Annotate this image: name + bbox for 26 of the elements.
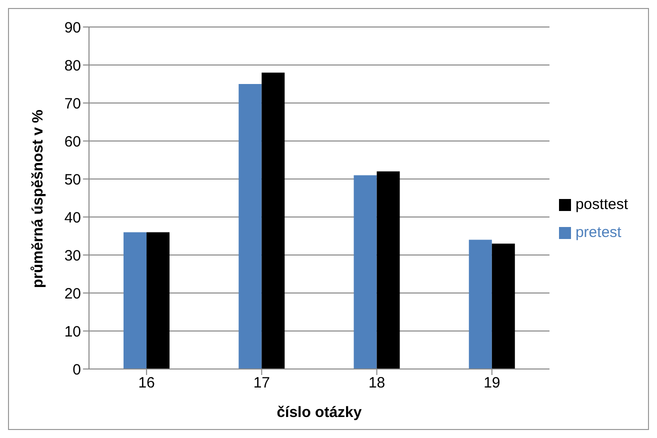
x-tick-label: 19 (484, 374, 500, 392)
y-tick-label: 80 (64, 57, 81, 74)
y-tick-label: 0 (72, 361, 81, 378)
y-tick-label: 60 (64, 133, 81, 150)
x-tick-label: 17 (253, 374, 270, 392)
x-tick-label: 16 (138, 374, 155, 392)
legend-label: pretest (575, 224, 622, 241)
y-tick-label: 30 (64, 247, 81, 264)
bar (468, 240, 492, 369)
y-axis-title: průměrná úspěšnost v % (29, 110, 46, 288)
y-tick-label: 50 (64, 171, 81, 188)
y-tick-label: 40 (64, 209, 81, 226)
x-tick-label: 18 (368, 374, 386, 392)
y-tick-label: 20 (64, 285, 81, 302)
bar (376, 171, 400, 369)
bar (238, 84, 262, 369)
legend-label: posttest (575, 196, 628, 213)
y-tick-label: 10 (64, 323, 81, 340)
x-axis-title: číslo otázky (276, 404, 362, 421)
y-tick-label: 90 (64, 19, 81, 36)
y-tick-label: 70 (64, 95, 81, 112)
bar (124, 232, 147, 369)
bar (146, 232, 170, 369)
bar (262, 72, 285, 369)
bar (492, 244, 515, 369)
bar (354, 175, 377, 369)
